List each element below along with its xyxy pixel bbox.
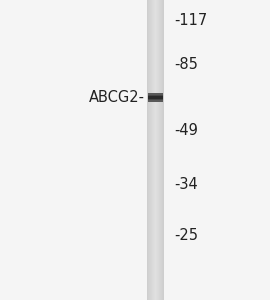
Bar xyxy=(153,0,154,300)
Text: -49: -49 xyxy=(174,123,198,138)
Bar xyxy=(161,0,162,300)
Bar xyxy=(148,99,163,102)
Bar xyxy=(162,0,163,300)
Text: -25: -25 xyxy=(174,228,198,243)
Text: ABCG2-: ABCG2- xyxy=(89,90,144,105)
Bar xyxy=(159,0,160,300)
Bar xyxy=(148,100,163,102)
Bar xyxy=(148,93,163,102)
Bar xyxy=(149,0,150,300)
Bar xyxy=(148,93,163,96)
Bar xyxy=(158,0,159,300)
Bar xyxy=(163,0,164,300)
Bar xyxy=(147,0,148,300)
Bar xyxy=(154,0,155,300)
Text: -117: -117 xyxy=(174,13,207,28)
Text: -85: -85 xyxy=(174,57,198,72)
Bar xyxy=(157,0,158,300)
Bar xyxy=(155,0,156,300)
Bar xyxy=(148,93,163,94)
Bar xyxy=(156,0,157,300)
Text: -34: -34 xyxy=(174,177,198,192)
Bar xyxy=(160,0,161,300)
Bar xyxy=(152,0,153,300)
Bar xyxy=(150,0,151,300)
Bar xyxy=(151,0,152,300)
Bar xyxy=(148,0,149,300)
